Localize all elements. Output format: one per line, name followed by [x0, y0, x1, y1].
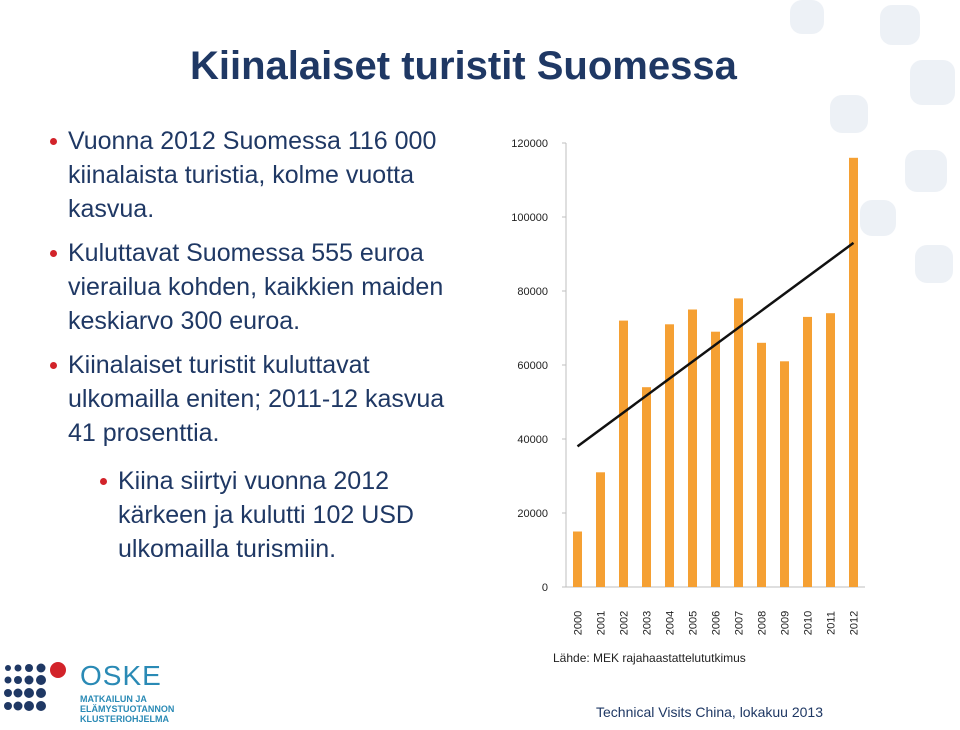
logo-name: OSKE: [80, 660, 162, 691]
bar: [596, 472, 605, 587]
bar: [826, 313, 835, 587]
bar: [849, 157, 858, 588]
bar-chart: 0 20000 40000 60000 80000 100000 120000 2000 200…: [511, 138, 865, 635]
x-tick-label: 2005: [688, 611, 700, 635]
bar: [734, 298, 743, 587]
sub-bullet-item: Kiina siirtyi vuonna 2012 kärkeen ja kul…: [98, 464, 448, 566]
bullet-list: Vuonna 2012 Suomessa 116 000 kiinalaista…: [48, 124, 478, 576]
logo-icon: [4, 662, 66, 711]
decorative-square: [905, 150, 947, 192]
y-tick-label: 20000: [517, 508, 548, 520]
logo: OSKE MATKAILUN JA ELÄMYSTUOTANNON KLUSTE…: [0, 660, 200, 725]
x-tick-label: 2007: [734, 611, 746, 635]
bar: [757, 342, 766, 587]
bullet-item: Kuluttavat Suomessa 555 euroa vierailua …: [48, 236, 478, 338]
x-tick-label: 2003: [642, 611, 654, 635]
trendline: [576, 241, 855, 448]
x-tick-label: 2010: [803, 611, 815, 635]
bar: [619, 320, 628, 587]
x-tick-label: 2002: [619, 611, 631, 635]
bullet-item: Vuonna 2012 Suomessa 116 000 kiinalaista…: [48, 124, 478, 226]
x-tick-label: 2006: [711, 611, 723, 635]
x-tick-label: 2009: [780, 611, 792, 635]
decorative-square: [915, 245, 953, 283]
y-tick-label: 120000: [511, 138, 548, 150]
bar: [711, 331, 720, 587]
y-tick-label: 60000: [517, 360, 548, 372]
decorative-square: [860, 200, 896, 236]
slide-title: Kiinalaiset turistit Suomessa: [190, 44, 737, 88]
decorative-square: [790, 0, 824, 34]
x-tick-label: 2011: [826, 611, 838, 635]
logo-subtitle: MATKAILUN JA ELÄMYSTUOTANNON KLUSTERIOHJ…: [80, 694, 175, 724]
decorative-square: [880, 5, 920, 45]
x-tick-label: 2008: [757, 611, 769, 635]
bullet-item: Kiinalaiset turistit kuluttavat ulkomail…: [48, 348, 478, 450]
source-note: Lähde: MEK rajahaastattelututkimus: [553, 651, 746, 665]
x-tick-label: 2001: [596, 611, 608, 635]
bar: [688, 309, 697, 587]
y-tick-label: 0: [542, 582, 548, 594]
bar: [573, 531, 582, 587]
decorative-square: [910, 60, 955, 105]
decorative-square: [830, 95, 868, 133]
footer-text: Technical Visits China, lokakuu 2013: [596, 704, 823, 720]
x-tick-label: 2004: [665, 611, 677, 635]
x-tick-label: 2012: [849, 611, 861, 635]
bar: [803, 316, 812, 587]
y-tick-label: 40000: [517, 434, 548, 446]
x-tick-label: 2000: [573, 611, 585, 635]
y-tick-label: 100000: [511, 212, 548, 224]
bar: [665, 324, 674, 587]
bar: [780, 361, 789, 587]
bar: [642, 387, 651, 587]
y-tick-label: 80000: [517, 286, 548, 298]
